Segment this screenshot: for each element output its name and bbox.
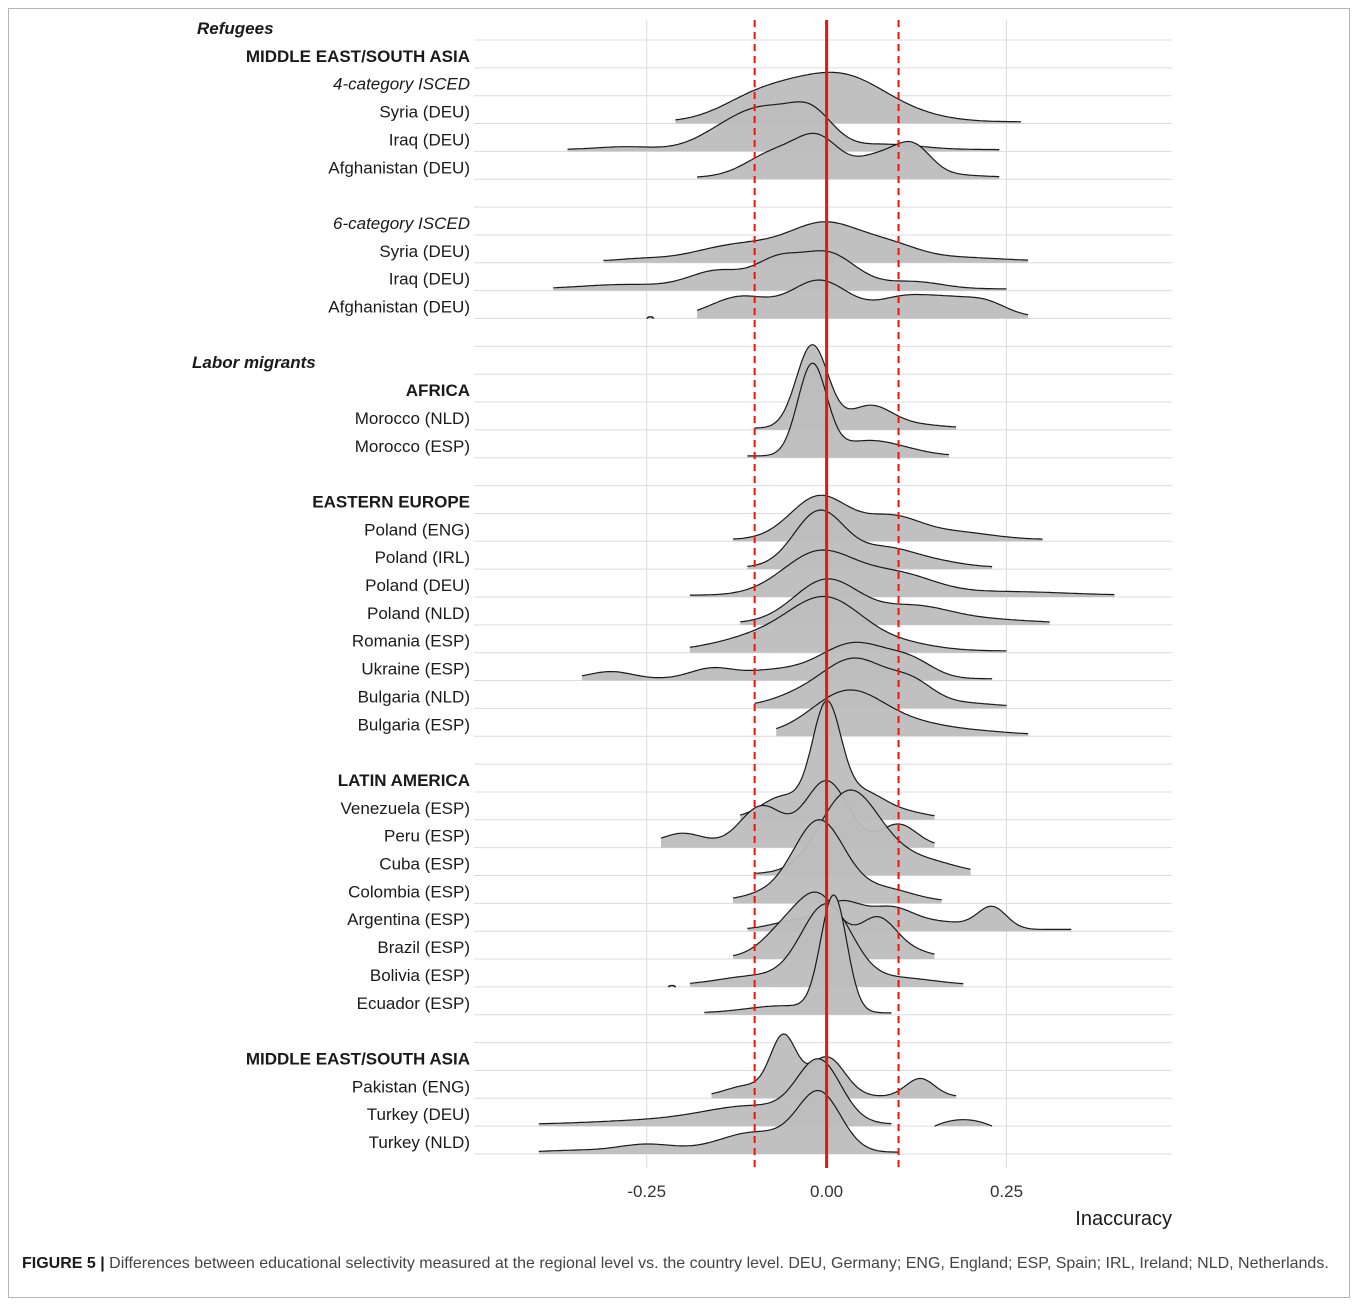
ridge-fill	[697, 133, 1000, 180]
ridge-outline	[697, 132, 1000, 178]
ridge-outline	[689, 549, 1115, 596]
ridge-outline	[934, 1119, 993, 1127]
row-label: Syria (DEU)	[379, 103, 470, 122]
ridge-fill	[553, 250, 1007, 291]
ridge-outline	[667, 984, 676, 988]
ridge-fill	[733, 495, 1043, 542]
ridge-fill	[754, 344, 957, 430]
row-label: Cuba (ESP)	[379, 855, 470, 874]
figure-frame	[8, 8, 1350, 1298]
ridge-outline	[747, 362, 949, 457]
group-label: AFRICA	[406, 381, 470, 400]
row-label: Turkey (NLD)	[369, 1133, 470, 1152]
ridge-fill	[675, 72, 1021, 124]
ridge-outline	[740, 578, 1050, 623]
ridge-fill	[603, 221, 1029, 263]
x-tick-label: 0.25	[990, 1182, 1023, 1201]
ridge-outline	[747, 509, 993, 568]
ridge-outline	[754, 344, 957, 429]
ridge-layer	[538, 71, 1115, 1154]
ridge-fill	[733, 819, 942, 904]
ridge-outline	[711, 1033, 957, 1097]
row-label: Pakistan (ENG)	[352, 1077, 470, 1096]
row-label: Morocco (ESP)	[355, 437, 470, 456]
subgroup-label: 4-category ISCED	[333, 75, 470, 94]
group-label: MIDDLE EAST/SOUTH ASIA	[246, 47, 470, 66]
x-tick-label: -0.25	[627, 1182, 666, 1201]
row-labels: Refugees MIDDLE EAST/SOUTH ASIA 4-category…	[192, 19, 470, 1152]
ridge-fill	[567, 101, 1000, 152]
row-label: Romania (ESP)	[352, 632, 470, 651]
x-axis-title: Inaccuracy	[1075, 1208, 1172, 1230]
ridge-fill	[689, 550, 1115, 597]
group-label: EASTERN EUROPE	[312, 492, 470, 511]
group-label: MIDDLE EAST/SOUTH ASIA	[246, 1049, 470, 1068]
row-label: Iraq (DEU)	[389, 270, 470, 289]
ridge-fill	[697, 280, 1029, 319]
row-label: Afghanistan (DEU)	[328, 298, 470, 317]
row-label: Poland (ENG)	[364, 520, 470, 539]
row-label: Poland (NLD)	[367, 604, 470, 623]
row-label: Syria (DEU)	[379, 242, 470, 261]
row-label: Bulgaria (NLD)	[358, 687, 470, 706]
ridge-outline	[689, 595, 1007, 652]
row-label: Morocco (NLD)	[355, 409, 470, 428]
ridge-outline	[776, 689, 1029, 735]
ridge-outline	[704, 894, 892, 1014]
row-label: Ecuador (ESP)	[357, 994, 470, 1013]
ridge-outline	[646, 316, 655, 319]
group-label: LATIN AMERICA	[338, 771, 470, 790]
row-label: Colombia (ESP)	[348, 882, 470, 901]
x-tick-label: 0.00	[810, 1182, 843, 1201]
ridge-outline	[660, 779, 935, 844]
row-label: Bulgaria (ESP)	[358, 715, 470, 734]
ridge-outline	[733, 494, 1043, 540]
row-label: Peru (ESP)	[384, 827, 470, 846]
row-label: Afghanistan (DEU)	[328, 158, 470, 177]
caption-text: Differences between educational selectiv…	[109, 1255, 1329, 1272]
ridge-outline	[553, 250, 1007, 290]
ridge-outline	[538, 1089, 899, 1153]
caption-label: FIGURE 5 |	[22, 1255, 105, 1272]
ridge-outline	[754, 657, 1007, 706]
ridge-fill	[538, 1090, 899, 1154]
row-label: Turkey (DEU)	[367, 1105, 470, 1124]
ridge-fill	[704, 895, 892, 1015]
row-label: Brazil (ESP)	[377, 938, 470, 957]
row-label: Poland (DEU)	[365, 576, 470, 595]
ridge-outline	[740, 700, 935, 817]
row-label: Iraq (DEU)	[389, 130, 470, 149]
ridgeline-chart: Refugees MIDDLE EAST/SOUTH ASIA 4-category…	[192, 19, 1172, 1230]
row-label: Argentina (ESP)	[347, 910, 470, 929]
ridge-outline	[538, 1058, 892, 1125]
ridge-outline	[675, 71, 1021, 123]
section-label: Refugees	[197, 19, 274, 38]
row-label: Ukraine (ESP)	[361, 660, 470, 679]
ridge-outline	[567, 101, 1000, 151]
x-axis: -0.25 0.00 0.25 Inaccuracy	[627, 1182, 1172, 1230]
reference-lines	[753, 20, 900, 1168]
section-label: Labor migrants	[192, 353, 316, 372]
ridge-outline	[603, 221, 1029, 261]
ridge-fill	[689, 596, 1007, 653]
ridge-fill	[740, 700, 935, 820]
row-label: Venezuela (ESP)	[341, 799, 470, 818]
ridge-outline	[733, 819, 942, 901]
figure-caption: FIGURE 5 | Differences between education…	[22, 1253, 1338, 1275]
ridge-fill	[747, 363, 949, 458]
subgroup-label: 6-category ISCED	[333, 214, 470, 233]
ridge-outline	[581, 641, 993, 680]
row-label: Poland (IRL)	[375, 548, 470, 567]
ridge-outline	[696, 279, 1029, 316]
row-label: Bolivia (ESP)	[370, 966, 470, 985]
ridge-fill	[776, 690, 1029, 737]
